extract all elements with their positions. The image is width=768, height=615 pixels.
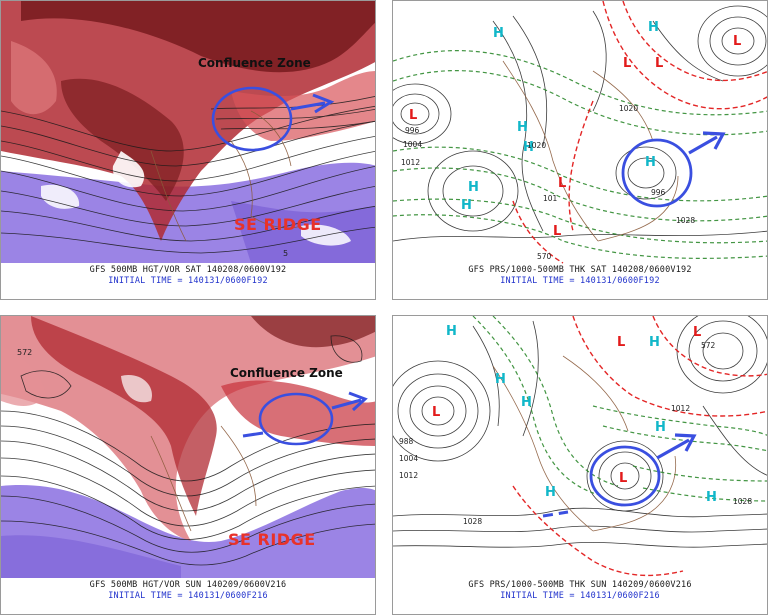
vorticity-map [1, 1, 375, 263]
low-pressure-marker: L [558, 176, 566, 191]
map-caption: GFS 500MB HGT/VOR SUN 140209/0600V216 [89, 580, 287, 590]
isobar-value: 1028 [733, 497, 752, 506]
se-ridge-label: SE RIDGE [228, 530, 316, 549]
initial-time-caption: INITIAL TIME = 140131/0600F216 [108, 591, 268, 601]
map-caption: GFS PRS/1000-500MB THK SAT 140208/0600V1… [468, 265, 692, 275]
isobar-value: 570 [537, 252, 552, 261]
isobar-value: 1020 [619, 104, 638, 113]
isobar-value: 1004 [403, 140, 422, 149]
pressure-thickness-map: H H H H H H H L L L L 572 988 1004 1012 … [393, 316, 767, 578]
isobar-value: 1028 [676, 216, 695, 225]
map-caption: GFS PRS/1000-500MB THK SUN 140209/0600V2… [468, 580, 692, 590]
high-pressure-marker: H [545, 485, 556, 500]
map-panel-500mb-sun: Confluence Zone SE RIDGE 572 GFS 500MB H… [0, 315, 376, 615]
initial-time-caption: INITIAL TIME = 140131/0600F216 [500, 591, 660, 601]
low-pressure-marker: L [693, 325, 701, 340]
vorticity-map [1, 316, 375, 578]
low-pressure-marker: L [623, 56, 631, 71]
isobar-value: 996 [651, 188, 666, 197]
isobar-value: 1004 [399, 454, 418, 463]
isobar-value: 1012 [671, 404, 690, 413]
isobar-value: 1012 [401, 158, 420, 167]
high-pressure-marker: H [495, 372, 506, 387]
map-caption: GFS 500MB HGT/VOR SAT 140208/0600V192 [89, 265, 287, 275]
high-pressure-marker: H [706, 490, 717, 505]
isobar-value: 1012 [399, 471, 418, 480]
contour-number: 5 [283, 249, 289, 258]
initial-time-caption: INITIAL TIME = 140131/0600F192 [108, 276, 268, 286]
low-pressure-marker: L [619, 471, 627, 486]
high-pressure-marker: H [461, 198, 472, 213]
isobar-value: 1020 [527, 141, 546, 150]
low-pressure-marker: L [733, 34, 741, 49]
map-panel-pressure-sat: H H H H H H H L L L L L L 996 1004 1012 … [392, 0, 768, 300]
map-panel-500mb-sat: Confluence Zone SE RIDGE 5 GFS 500MB HGT… [0, 0, 376, 300]
high-pressure-marker: H [446, 324, 457, 339]
isobar-value: 101 [543, 194, 558, 203]
contour-number: 572 [17, 348, 33, 357]
high-pressure-marker: H [517, 120, 528, 135]
isobar-value: 988 [399, 437, 414, 446]
low-pressure-marker: L [655, 56, 663, 71]
pressure-thickness-map: H H H H H H H L L L L L L 996 1004 1012 … [393, 1, 767, 264]
high-pressure-marker: H [493, 26, 504, 41]
high-pressure-marker: H [521, 395, 532, 410]
high-pressure-marker: H [655, 420, 666, 435]
map-panel-pressure-sun: H H H H H H H L L L L 572 988 1004 1012 … [392, 315, 768, 615]
high-pressure-marker: H [649, 335, 660, 350]
confluence-zone-label: Confluence Zone [230, 366, 343, 380]
isobar-value: 572 [701, 341, 716, 350]
high-pressure-marker: H [523, 140, 534, 155]
se-ridge-label: SE RIDGE [234, 215, 322, 234]
high-pressure-marker: H [645, 155, 656, 170]
low-pressure-marker: L [409, 108, 417, 123]
high-pressure-marker: H [468, 180, 479, 195]
low-pressure-marker: L [432, 405, 440, 420]
initial-time-caption: INITIAL TIME = 140131/0600F192 [500, 276, 660, 286]
low-pressure-marker: L [553, 224, 561, 239]
confluence-zone-label: Confluence Zone [198, 56, 311, 70]
high-pressure-marker: H [648, 20, 659, 35]
isobar-value: 996 [405, 126, 420, 135]
isobar-value: 1028 [463, 517, 482, 526]
low-pressure-marker: L [617, 335, 625, 350]
